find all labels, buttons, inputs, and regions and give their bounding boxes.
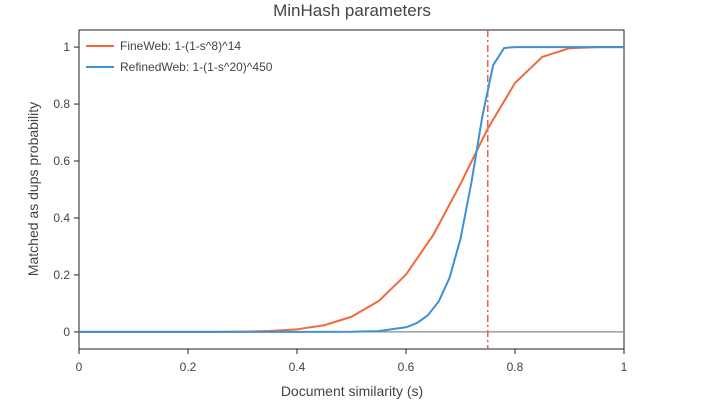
- y-tick-label: 0.2: [53, 268, 70, 282]
- legend: FineWeb: 1-(1-s^8)^14 RefinedWeb: 1-(1-s…: [86, 39, 273, 74]
- x-tick-label: 1: [621, 360, 628, 374]
- x-axis-ticks: 0 0.2 0.4 0.6 0.8 1: [76, 349, 628, 374]
- plot-area: [78, 29, 625, 350]
- series-line-refinedweb: [79, 46, 624, 333]
- y-tick-label: 1: [63, 40, 70, 54]
- chart-title: MinHash parameters: [273, 1, 431, 20]
- x-tick-label: 0.8: [507, 360, 524, 374]
- x-tick-label: 0.4: [289, 360, 306, 374]
- x-axis-label: Document similarity (s): [281, 383, 423, 399]
- y-tick-label: 0.6: [53, 154, 70, 168]
- y-tick-label: 0: [63, 325, 70, 339]
- y-axis-ticks: 0 0.2 0.4 0.6 0.8 1: [53, 40, 79, 339]
- x-tick-label: 0.6: [398, 360, 415, 374]
- y-tick-label: 0.4: [53, 211, 70, 225]
- legend-label-refinedweb: RefinedWeb: 1-(1-s^20)^450: [120, 60, 273, 74]
- series-line-fineweb: [79, 46, 625, 333]
- x-tick-label: 0: [76, 360, 83, 374]
- y-axis-label: Matched as dups probability: [25, 102, 41, 276]
- y-tick-label: 0.8: [53, 97, 70, 111]
- plot-border: [78, 29, 625, 350]
- legend-label-fineweb: FineWeb: 1-(1-s^8)^14: [120, 39, 241, 53]
- x-tick-label: 0.2: [180, 360, 197, 374]
- series-layer: [79, 46, 625, 333]
